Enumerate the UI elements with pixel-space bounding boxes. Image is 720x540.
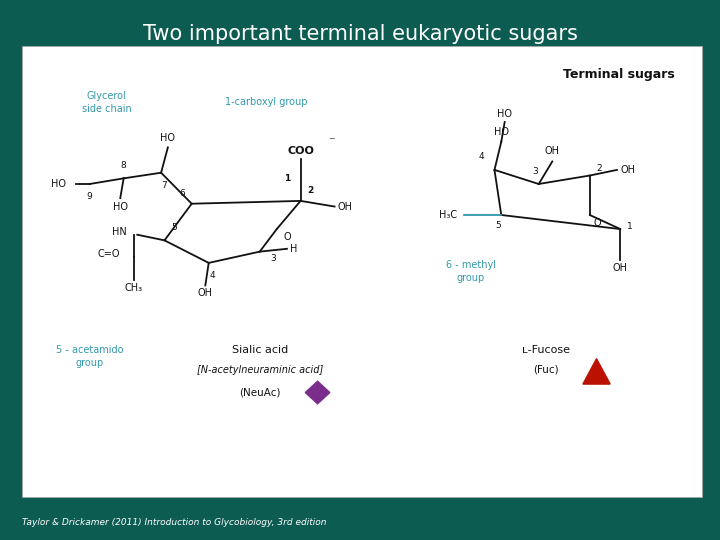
Text: 2: 2 [307, 186, 314, 195]
Text: 2: 2 [597, 164, 602, 173]
Text: HN: HN [112, 227, 127, 237]
Text: 6: 6 [179, 189, 185, 198]
Text: OH: OH [545, 146, 560, 156]
Polygon shape [583, 359, 610, 384]
Text: 5: 5 [171, 223, 177, 232]
Text: Terminal sugars: Terminal sugars [563, 69, 675, 82]
Text: Glycerol
side chain: Glycerol side chain [82, 91, 132, 114]
Text: O: O [284, 232, 291, 242]
Text: HO: HO [113, 202, 127, 212]
Text: 3: 3 [532, 166, 538, 176]
Text: OH: OH [613, 263, 628, 273]
Text: 4: 4 [479, 152, 485, 161]
Text: 1-carboxyl group: 1-carboxyl group [225, 97, 307, 107]
Text: [N-acetylneuraminic acid]: [N-acetylneuraminic acid] [197, 365, 323, 375]
Text: O: O [593, 218, 600, 228]
FancyBboxPatch shape [22, 46, 702, 497]
Text: H: H [290, 244, 298, 254]
Text: HO: HO [51, 179, 66, 189]
Text: HO: HO [494, 127, 509, 137]
Text: H₃C: H₃C [439, 210, 457, 220]
Text: 6 - methyl
group: 6 - methyl group [446, 260, 495, 284]
Text: OH: OH [621, 165, 635, 175]
Text: 3: 3 [270, 254, 276, 264]
Text: 8: 8 [121, 161, 127, 170]
Text: 9: 9 [87, 192, 92, 201]
Text: (Fuc): (Fuc) [533, 365, 558, 375]
Text: Sialic acid: Sialic acid [232, 345, 288, 355]
Text: HO: HO [498, 109, 512, 119]
Text: Two important terminal eukaryotic sugars: Two important terminal eukaryotic sugars [143, 24, 577, 44]
Text: 1: 1 [627, 222, 633, 231]
Text: HO: HO [161, 133, 176, 144]
Text: C=O: C=O [98, 249, 120, 259]
Text: (NeuAc): (NeuAc) [239, 388, 281, 397]
Text: 5 - acetamido
group: 5 - acetamido group [56, 345, 123, 368]
Text: Taylor & Drickamer (2011) Introduction to Glycobiology, 3rd edition: Taylor & Drickamer (2011) Introduction t… [22, 518, 326, 527]
Text: CH₃: CH₃ [125, 282, 143, 293]
Text: ⁻: ⁻ [328, 136, 335, 148]
Text: 7: 7 [161, 181, 167, 190]
Text: COO: COO [287, 146, 314, 156]
Text: OH: OH [338, 201, 353, 212]
Text: 5: 5 [495, 221, 500, 230]
Text: ʟ-Fucose: ʟ-Fucose [521, 345, 570, 355]
Polygon shape [305, 381, 330, 404]
Text: 4: 4 [210, 271, 215, 280]
Text: OH: OH [198, 288, 213, 298]
Text: 1: 1 [284, 174, 290, 183]
